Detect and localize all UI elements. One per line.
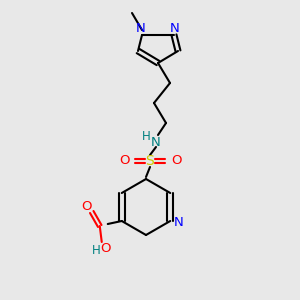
Text: O: O <box>82 200 92 214</box>
Text: O: O <box>171 154 181 167</box>
Text: N: N <box>173 217 183 230</box>
Text: H: H <box>92 244 100 256</box>
Text: H: H <box>142 130 150 143</box>
Text: S: S <box>146 154 154 168</box>
Text: N: N <box>151 136 161 149</box>
Text: N: N <box>170 22 180 34</box>
Text: O: O <box>100 242 111 256</box>
Text: N: N <box>136 22 146 34</box>
Text: O: O <box>119 154 129 167</box>
